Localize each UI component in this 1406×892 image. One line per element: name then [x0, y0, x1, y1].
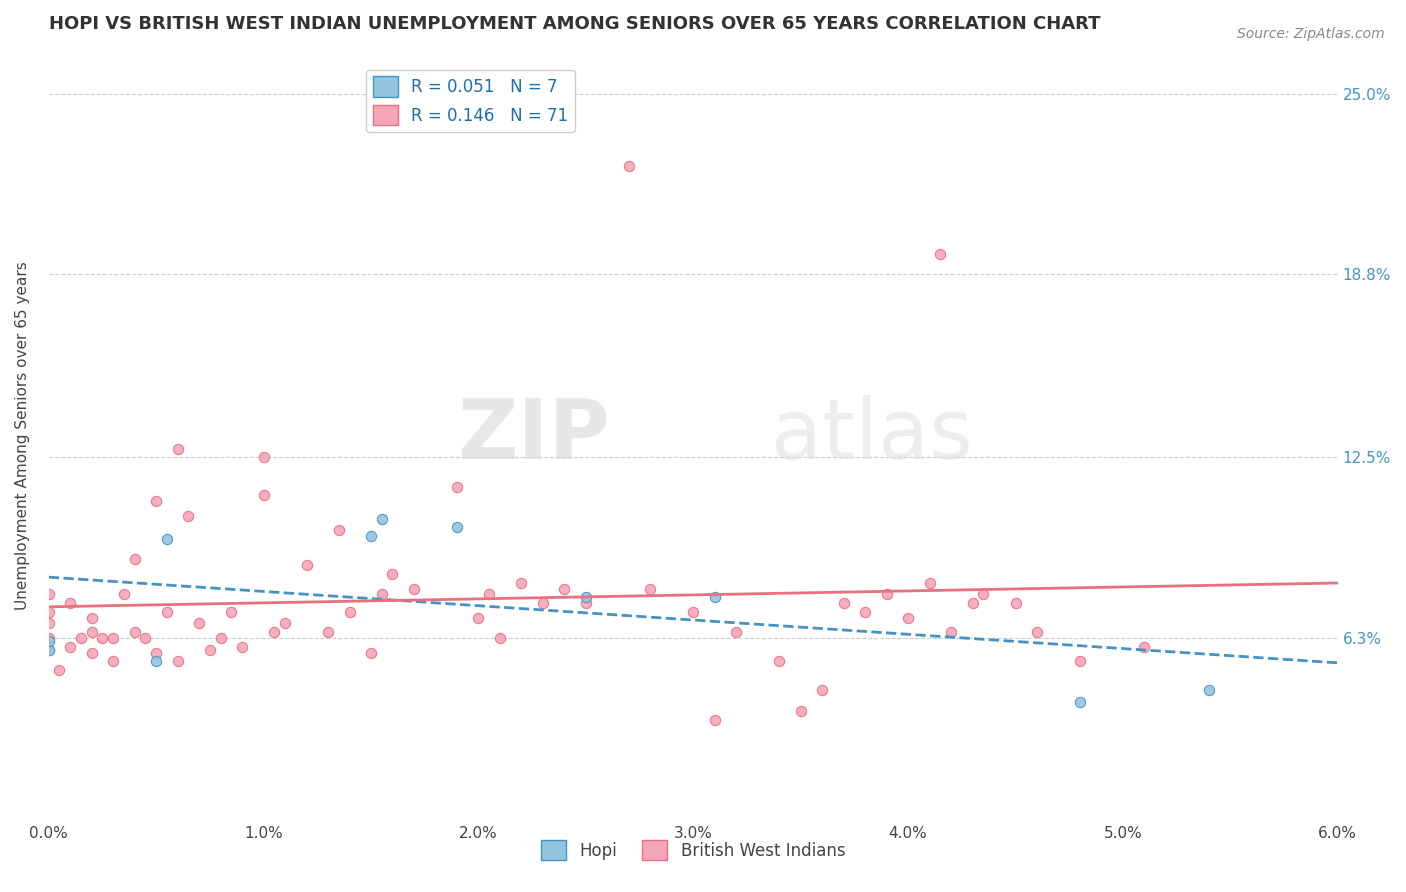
Point [1026, 625, 1049, 640]
Point [703, 591, 725, 605]
Point [381, 566, 404, 581]
Point [177, 508, 200, 523]
Point [446, 480, 468, 494]
Point [124, 625, 146, 640]
Y-axis label: Unemployment Among Seniors over 65 years: Unemployment Among Seniors over 65 years [15, 261, 30, 610]
Point [446, 520, 468, 534]
Point [198, 642, 221, 657]
Point [682, 605, 704, 619]
Point [80, 610, 103, 624]
Point [80, 625, 103, 640]
Point [789, 704, 811, 718]
Point [295, 558, 318, 573]
Point [38, 634, 60, 648]
Point [553, 582, 575, 596]
Point [316, 625, 339, 640]
Point [145, 646, 167, 660]
Point [371, 511, 394, 525]
Point [575, 591, 598, 605]
Point [478, 587, 501, 601]
Text: ZIP: ZIP [457, 395, 609, 476]
Point [1004, 596, 1026, 610]
Point [263, 625, 285, 640]
Point [360, 646, 382, 660]
Point [48, 663, 70, 677]
Point [252, 488, 274, 502]
Point [962, 596, 984, 610]
Point [38, 616, 60, 631]
Point [221, 605, 243, 619]
Point [112, 587, 135, 601]
Point [876, 587, 898, 601]
Point [328, 523, 350, 537]
Point [489, 631, 512, 645]
Point [80, 646, 103, 660]
Legend: R = 0.051   N = 7, R = 0.146   N = 71: R = 0.051 N = 7, R = 0.146 N = 71 [367, 70, 575, 132]
Point [1198, 683, 1220, 698]
Point [617, 159, 640, 173]
Point [918, 575, 941, 590]
Point [972, 587, 994, 601]
Point [59, 596, 82, 610]
Point [853, 605, 876, 619]
Point [575, 596, 598, 610]
Point [725, 625, 748, 640]
Text: atlas: atlas [770, 395, 973, 476]
Point [929, 246, 952, 260]
Point [768, 654, 790, 668]
Point [531, 596, 554, 610]
Point [339, 605, 361, 619]
Point [59, 640, 82, 654]
Point [703, 713, 725, 727]
Point [38, 642, 60, 657]
Point [640, 582, 662, 596]
Text: HOPI VS BRITISH WEST INDIAN UNEMPLOYMENT AMONG SENIORS OVER 65 YEARS CORRELATION: HOPI VS BRITISH WEST INDIAN UNEMPLOYMENT… [49, 15, 1101, 33]
Point [156, 532, 179, 546]
Text: Source: ZipAtlas.com: Source: ZipAtlas.com [1237, 27, 1385, 41]
Point [134, 631, 156, 645]
Point [939, 625, 962, 640]
Point [38, 631, 60, 645]
Point [91, 631, 114, 645]
Point [145, 494, 167, 508]
Point [156, 605, 179, 619]
Point [467, 610, 489, 624]
Point [897, 610, 920, 624]
Point [231, 640, 253, 654]
Point [1069, 654, 1091, 668]
Point [38, 587, 60, 601]
Point [811, 683, 834, 698]
Point [510, 575, 533, 590]
Point [371, 587, 394, 601]
Point [124, 552, 146, 566]
Point [1133, 640, 1156, 654]
Point [166, 442, 188, 456]
Point [252, 450, 274, 465]
Point [103, 654, 125, 668]
Point [103, 631, 125, 645]
Point [402, 582, 425, 596]
Point [1069, 695, 1091, 709]
Point [38, 605, 60, 619]
Point [274, 616, 297, 631]
Point [360, 529, 382, 543]
Point [188, 616, 211, 631]
Point [209, 631, 232, 645]
Point [145, 654, 167, 668]
Point [38, 642, 60, 657]
Point [832, 596, 855, 610]
Point [70, 631, 93, 645]
Point [166, 654, 188, 668]
